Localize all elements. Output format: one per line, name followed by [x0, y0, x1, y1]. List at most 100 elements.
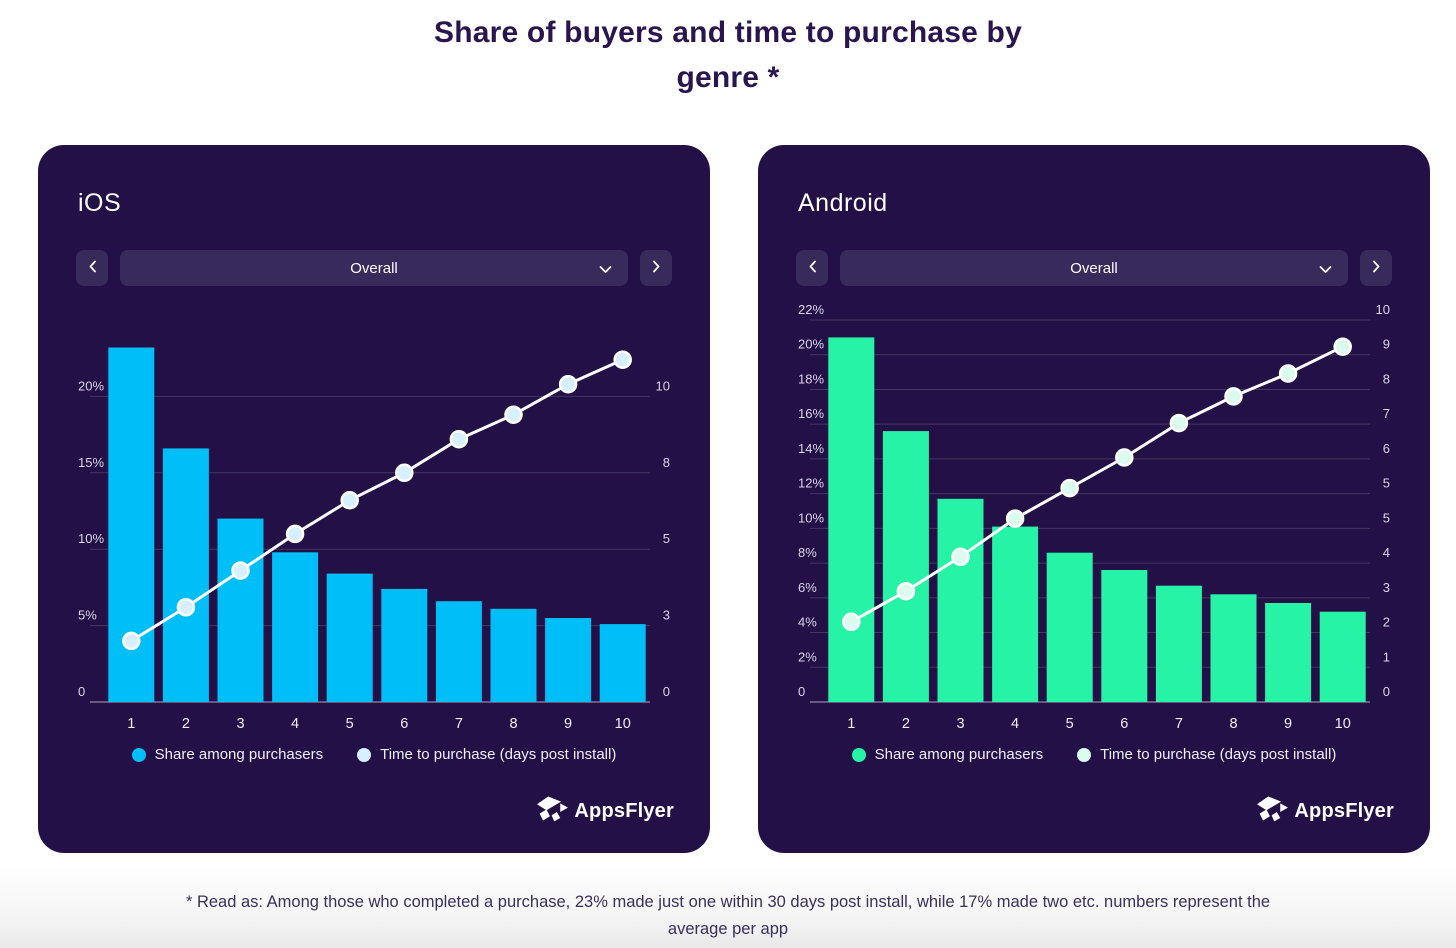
prev-genre-button[interactable] [76, 250, 108, 286]
svg-text:8: 8 [663, 455, 670, 470]
svg-text:10: 10 [656, 378, 670, 393]
ios-combo-chart: 20% 15% 10% 5% 0 10 8 5 3 0 1 2 3 4 5 6 7 8 9 10 [78, 347, 670, 732]
svg-text:3: 3 [236, 716, 244, 732]
svg-text:10%: 10% [78, 531, 104, 546]
appsflyer-logo-text: AppsFlyer [1294, 799, 1394, 822]
line-series-dot-icon [1077, 747, 1092, 762]
svg-text:4: 4 [1011, 716, 1019, 732]
svg-text:8%: 8% [798, 545, 817, 560]
chart-legend: Share among purchasers Time to purchase … [796, 746, 1392, 763]
svg-text:6: 6 [1120, 716, 1128, 732]
svg-text:6: 6 [1383, 441, 1390, 456]
svg-text:4: 4 [1383, 545, 1390, 560]
svg-text:5: 5 [1383, 510, 1390, 525]
card-title: iOS [78, 189, 122, 217]
svg-text:5: 5 [346, 716, 354, 732]
genre-dropdown-value: Overall [1070, 259, 1118, 277]
next-genre-button[interactable] [1360, 250, 1392, 286]
svg-text:10: 10 [615, 716, 631, 732]
svg-text:7: 7 [1383, 406, 1390, 421]
svg-text:18%: 18% [798, 372, 824, 387]
legend-label: Time to purchase (days post install) [380, 746, 617, 763]
next-genre-button[interactable] [640, 250, 672, 286]
android-combo-chart: 22%20%18%16%14%12%10%8%6%4%2%01098765543… [798, 304, 1390, 732]
card-title: Android [798, 189, 888, 217]
bar-series-dot-icon [131, 747, 146, 762]
legend-item-time: Time to purchase (days post install) [357, 746, 616, 763]
svg-text:0: 0 [663, 684, 670, 699]
svg-text:15%: 15% [78, 455, 104, 470]
svg-text:22%: 22% [798, 304, 824, 317]
android-card: Android Overall [758, 145, 1430, 853]
svg-text:3: 3 [956, 716, 964, 732]
chevron-left-icon [808, 260, 817, 276]
svg-text:8: 8 [1383, 372, 1390, 387]
svg-text:7: 7 [455, 716, 463, 732]
genre-dropdown[interactable]: Overall [120, 250, 628, 286]
chevron-right-icon [652, 260, 661, 276]
appsflyer-logo: AppsFlyer [537, 793, 674, 829]
bar-series-dot-icon [851, 747, 866, 762]
chevron-down-icon [599, 261, 612, 278]
chevron-right-icon [1372, 260, 1381, 276]
svg-text:1: 1 [1383, 649, 1390, 664]
svg-text:20%: 20% [78, 378, 104, 393]
footnote: * Read as: Among those who completed a p… [0, 889, 1456, 943]
svg-text:3: 3 [1383, 580, 1390, 595]
legend-item-time: Time to purchase (days post install) [1077, 746, 1336, 763]
svg-text:4: 4 [291, 716, 299, 732]
svg-text:6%: 6% [798, 580, 817, 595]
svg-text:2%: 2% [798, 649, 817, 664]
chart-legend: Share among purchasers Time to purchase … [76, 746, 672, 763]
appsflyer-mark-icon [1257, 793, 1289, 829]
svg-text:1: 1 [127, 716, 135, 732]
svg-text:16%: 16% [798, 406, 824, 421]
svg-text:0: 0 [78, 684, 85, 699]
svg-text:5: 5 [1383, 476, 1390, 491]
genre-dropdown[interactable]: Overall [840, 250, 1348, 286]
svg-text:12%: 12% [798, 476, 824, 491]
svg-text:7: 7 [1175, 716, 1183, 732]
svg-text:2: 2 [902, 716, 910, 732]
legend-item-share: Share among purchasers [851, 746, 1044, 763]
footnote-line1: * Read as: Among those who completed a p… [185, 893, 1271, 911]
svg-text:0: 0 [798, 684, 805, 699]
page-title-line2: genre * [676, 61, 780, 94]
svg-text:5: 5 [1066, 716, 1074, 732]
svg-text:0: 0 [1383, 684, 1390, 699]
svg-text:20%: 20% [798, 337, 824, 352]
svg-text:6: 6 [400, 716, 408, 732]
svg-text:5%: 5% [78, 608, 97, 623]
svg-text:9: 9 [564, 716, 572, 732]
genre-dropdown-value: Overall [350, 259, 398, 277]
genre-nav-row: Overall [76, 250, 672, 286]
cards-row: iOS Overall [0, 145, 1456, 853]
svg-text:3: 3 [663, 608, 670, 623]
svg-text:2: 2 [1383, 615, 1390, 630]
chevron-down-icon [1319, 261, 1332, 278]
genre-nav-row: Overall [796, 250, 1392, 286]
svg-text:2: 2 [182, 716, 190, 732]
appsflyer-logo-text: AppsFlyer [574, 799, 674, 822]
legend-label: Share among purchasers [874, 746, 1044, 763]
page-title-line1: Share of buyers and time to purchase by [434, 16, 1022, 49]
svg-text:9: 9 [1284, 716, 1292, 732]
prev-genre-button[interactable] [796, 250, 828, 286]
svg-text:14%: 14% [798, 441, 824, 456]
svg-text:10: 10 [1335, 716, 1351, 732]
legend-label: Time to purchase (days post install) [1100, 746, 1337, 763]
svg-text:8: 8 [1229, 716, 1237, 732]
appsflyer-logo: AppsFlyer [1257, 793, 1394, 829]
page-title: Share of buyers and time to purchase by … [0, 10, 1456, 100]
ios-card: iOS Overall [38, 145, 710, 853]
line-series-dot-icon [357, 747, 372, 762]
footnote-line2: average per app [667, 920, 789, 938]
chevron-left-icon [88, 260, 97, 276]
legend-label: Share among purchasers [154, 746, 324, 763]
svg-text:1: 1 [847, 716, 855, 732]
svg-text:10%: 10% [798, 510, 824, 525]
svg-text:9: 9 [1383, 337, 1390, 352]
svg-text:5: 5 [663, 531, 670, 546]
appsflyer-mark-icon [537, 793, 569, 829]
